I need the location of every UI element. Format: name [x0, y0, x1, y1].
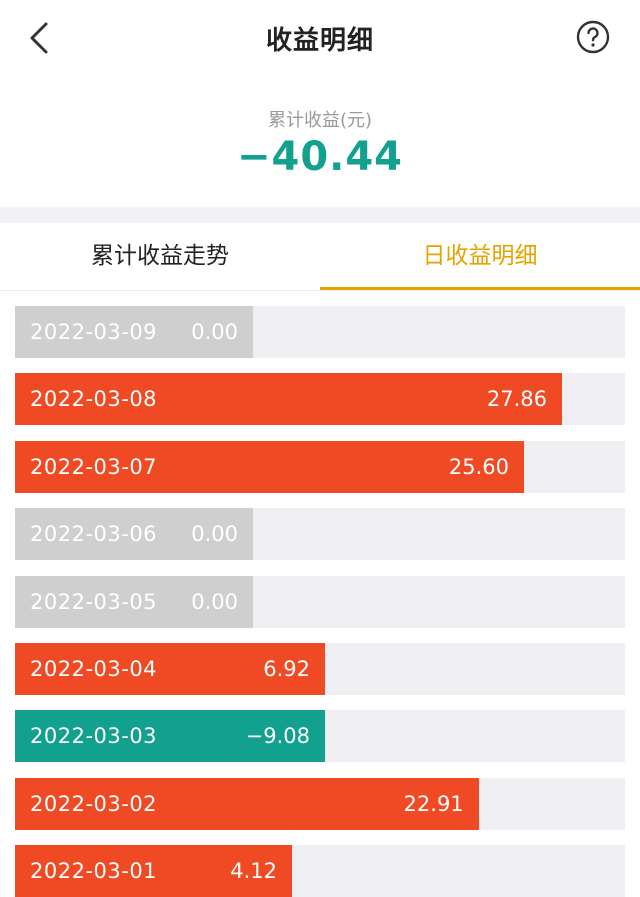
earnings-bar	[15, 440, 524, 493]
daily-row[interactable]: 2022-03-03 −9.08	[15, 710, 625, 763]
earnings-value: 22.91	[403, 791, 464, 816]
date-label: 2022-03-02	[30, 791, 158, 816]
date-label: 2022-03-01	[30, 859, 158, 884]
tab-cumulative-trend[interactable]: 累计收益走势	[0, 223, 320, 290]
top-bar: 收益明细	[0, 0, 640, 78]
earnings-value: 0.00	[191, 589, 238, 614]
question-circle-icon	[576, 20, 610, 54]
earnings-bar	[15, 777, 479, 830]
earnings-value: 0.00	[191, 522, 238, 547]
earnings-bar	[15, 845, 292, 897]
tab-label: 累计收益走势	[91, 243, 229, 269]
date-label: 2022-03-06	[30, 522, 158, 547]
earnings-value: 0.00	[191, 320, 238, 344]
daily-row[interactable]: 2022-03-02 22.91	[15, 777, 625, 830]
daily-row[interactable]: 2022-03-07 25.60	[15, 440, 625, 493]
tab-label: 日收益明细	[422, 243, 538, 269]
date-label: 2022-03-09	[30, 320, 158, 344]
tab-daily-detail[interactable]: 日收益明细	[320, 223, 640, 290]
daily-earnings-list: 2022-03-09 0.00 2022-03-08 27.86 2022-03-07 2…	[0, 291, 640, 897]
cumulative-value: −40.44	[236, 134, 404, 180]
daily-row[interactable]: 2022-03-04 6.92	[15, 643, 625, 695]
date-label: 2022-03-04	[30, 657, 158, 681]
earnings-bar	[15, 373, 562, 426]
section-divider	[0, 207, 640, 223]
date-label: 2022-03-03	[30, 724, 158, 749]
daily-row[interactable]: 2022-03-08 27.86	[15, 373, 625, 426]
page-title: 收益明细	[265, 26, 374, 56]
date-label: 2022-03-08	[30, 387, 158, 412]
earnings-value: 6.92	[263, 657, 310, 681]
earnings-bar	[15, 575, 253, 628]
earnings-bar	[15, 710, 325, 763]
earnings-bar	[15, 508, 253, 561]
cumulative-label: 累计收益(元)	[267, 110, 373, 131]
daily-row[interactable]: 2022-03-01 4.12	[15, 845, 625, 897]
earnings-bar	[15, 306, 253, 358]
active-tab-indicator	[320, 287, 640, 290]
help-button[interactable]	[576, 20, 610, 54]
earnings-bar	[15, 643, 325, 695]
date-label: 2022-03-07	[30, 454, 158, 479]
daily-row[interactable]: 2022-03-06 0.00	[15, 508, 625, 561]
tab-bar: 累计收益走势 日收益明细	[0, 223, 640, 291]
daily-row[interactable]: 2022-03-09 0.00	[15, 306, 625, 358]
date-label: 2022-03-05	[30, 589, 158, 614]
earnings-value: 4.12	[230, 859, 277, 884]
daily-row[interactable]: 2022-03-05 0.00	[15, 575, 625, 628]
earnings-value: −9.08	[245, 724, 310, 749]
earnings-value: 25.60	[448, 454, 509, 479]
earnings-value: 27.86	[486, 387, 547, 412]
chevron-left-icon	[30, 22, 48, 54]
back-button[interactable]	[22, 20, 58, 56]
